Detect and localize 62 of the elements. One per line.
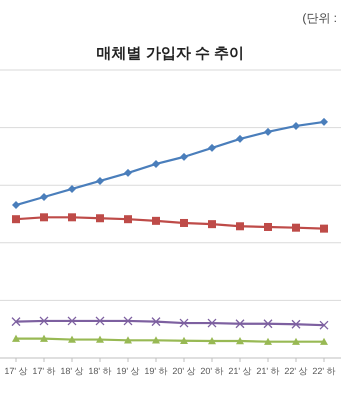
point (40, 213, 48, 222)
x-tick-label: 18' 하 (88, 366, 112, 376)
point (264, 338, 272, 345)
x-tick-label: 22' 하 (312, 366, 336, 376)
point (68, 213, 76, 222)
point (180, 336, 188, 344)
x-tick-label: 17' 상 (4, 366, 28, 376)
point (11, 316, 21, 326)
x-tick-label: 22' 상 (284, 366, 308, 376)
point (236, 222, 244, 230)
point (208, 144, 216, 152)
point (208, 220, 216, 228)
point (152, 336, 160, 344)
point (96, 214, 104, 222)
x-tick-label: 21' 하 (256, 366, 280, 376)
x-tick-label: 20' 상 (172, 366, 196, 376)
point (236, 337, 244, 344)
text: (단위 : (302, 11, 337, 25)
point (264, 222, 272, 231)
point (12, 334, 20, 342)
point (320, 118, 328, 126)
point (292, 338, 300, 345)
x-tick-label: 21' 상 (228, 366, 252, 376)
point (124, 215, 132, 224)
point (180, 218, 188, 227)
point (180, 152, 188, 161)
point (208, 337, 216, 344)
point (68, 336, 76, 343)
point (235, 319, 245, 328)
point (179, 318, 189, 328)
point (236, 134, 244, 143)
point (319, 320, 329, 330)
point (96, 336, 104, 343)
point (264, 128, 272, 136)
x-tick-label: 19' 상 (116, 366, 140, 376)
point (12, 215, 20, 224)
point (96, 176, 104, 185)
point (151, 316, 161, 326)
point (207, 318, 217, 328)
point (40, 193, 48, 202)
point (152, 160, 160, 168)
chart-title: 매체별 가입자 수 추이 (96, 45, 244, 62)
point (12, 201, 20, 210)
point (152, 216, 160, 225)
point (292, 224, 300, 232)
point (124, 336, 132, 344)
point (95, 316, 105, 326)
point (292, 122, 300, 130)
point (123, 316, 133, 326)
x-tick-label: 18' 상 (60, 366, 84, 376)
point (67, 316, 77, 326)
point (124, 168, 132, 177)
point (291, 320, 301, 329)
x-tick-label: 19' 하 (144, 366, 168, 376)
x-tick-label: 20' 하 (200, 366, 224, 376)
point (39, 316, 49, 326)
point (320, 338, 328, 345)
point (320, 224, 328, 233)
x-tick-label: 17' 하 (32, 366, 56, 376)
point (40, 334, 48, 342)
point (68, 184, 76, 193)
point (263, 319, 273, 328)
